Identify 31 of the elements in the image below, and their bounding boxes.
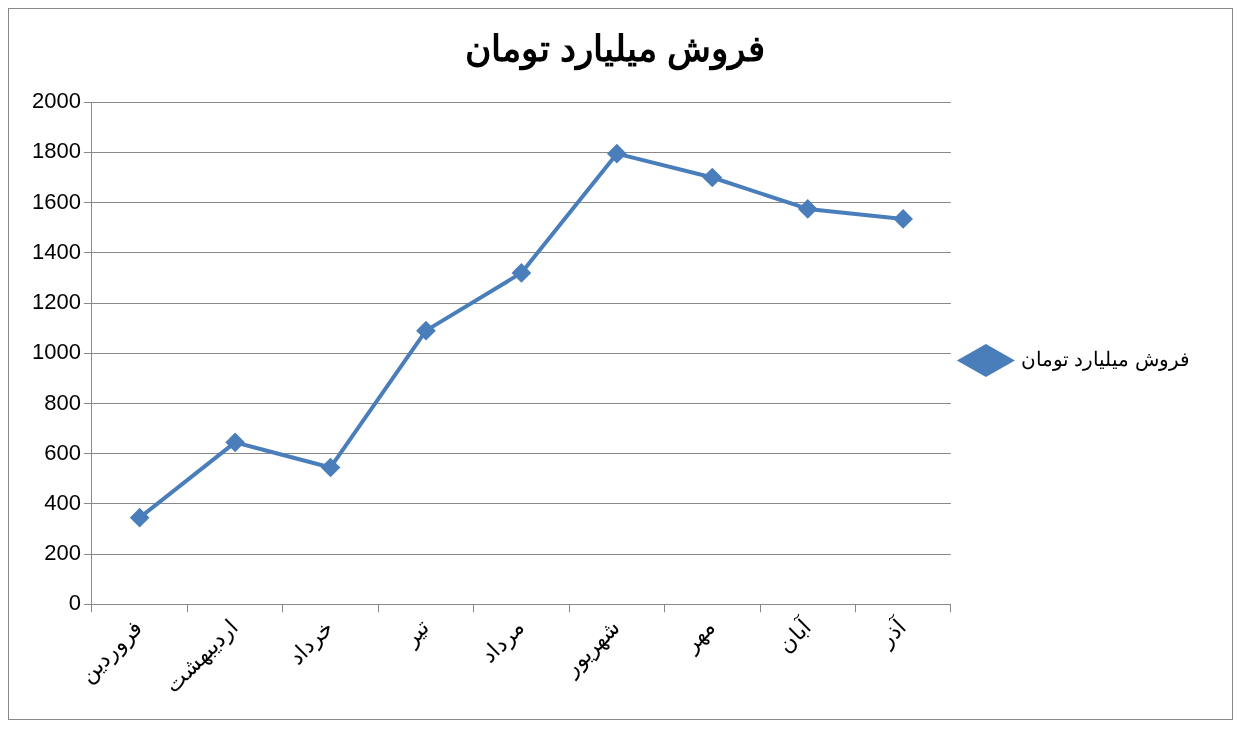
point xyxy=(798,199,817,218)
point xyxy=(894,209,913,228)
y-tick-label: 1600 xyxy=(31,188,81,214)
x-tick-label: مهر xyxy=(677,614,721,658)
legend-label: فروش میلیارد تومان xyxy=(1020,348,1191,372)
y-tick-label: 200 xyxy=(44,540,81,566)
point xyxy=(130,508,149,527)
x-tick-label: آذر xyxy=(872,613,913,653)
chart-title: فروش میلیارد تومان xyxy=(464,27,765,71)
x-tick-label: تیر xyxy=(397,614,435,652)
point xyxy=(703,168,722,187)
y-tick-label: 1200 xyxy=(31,289,81,315)
y-tick-label: 2000 xyxy=(31,88,81,114)
point xyxy=(512,263,531,282)
y-tick-label: 400 xyxy=(44,489,81,515)
x-tick-label: مرداد xyxy=(476,614,530,669)
point xyxy=(321,458,340,477)
x-tick-label: خرداد xyxy=(283,614,340,670)
x-tick-label: آبان xyxy=(772,613,817,658)
y-tick-label: 1800 xyxy=(31,138,81,164)
x-tick-label: فروردین xyxy=(74,614,149,689)
y-tick-label: 600 xyxy=(44,439,81,465)
y-tick-label: 800 xyxy=(44,389,81,415)
x-tick-label: اردیبهشت xyxy=(160,614,244,699)
y-tick-label: 1000 xyxy=(31,339,81,365)
point xyxy=(416,321,435,340)
point xyxy=(607,144,626,163)
y-tick-label: 1400 xyxy=(31,238,81,264)
point xyxy=(226,433,245,452)
x-tick-label: شهریور xyxy=(558,614,626,682)
y-tick-label: 0 xyxy=(68,590,81,616)
